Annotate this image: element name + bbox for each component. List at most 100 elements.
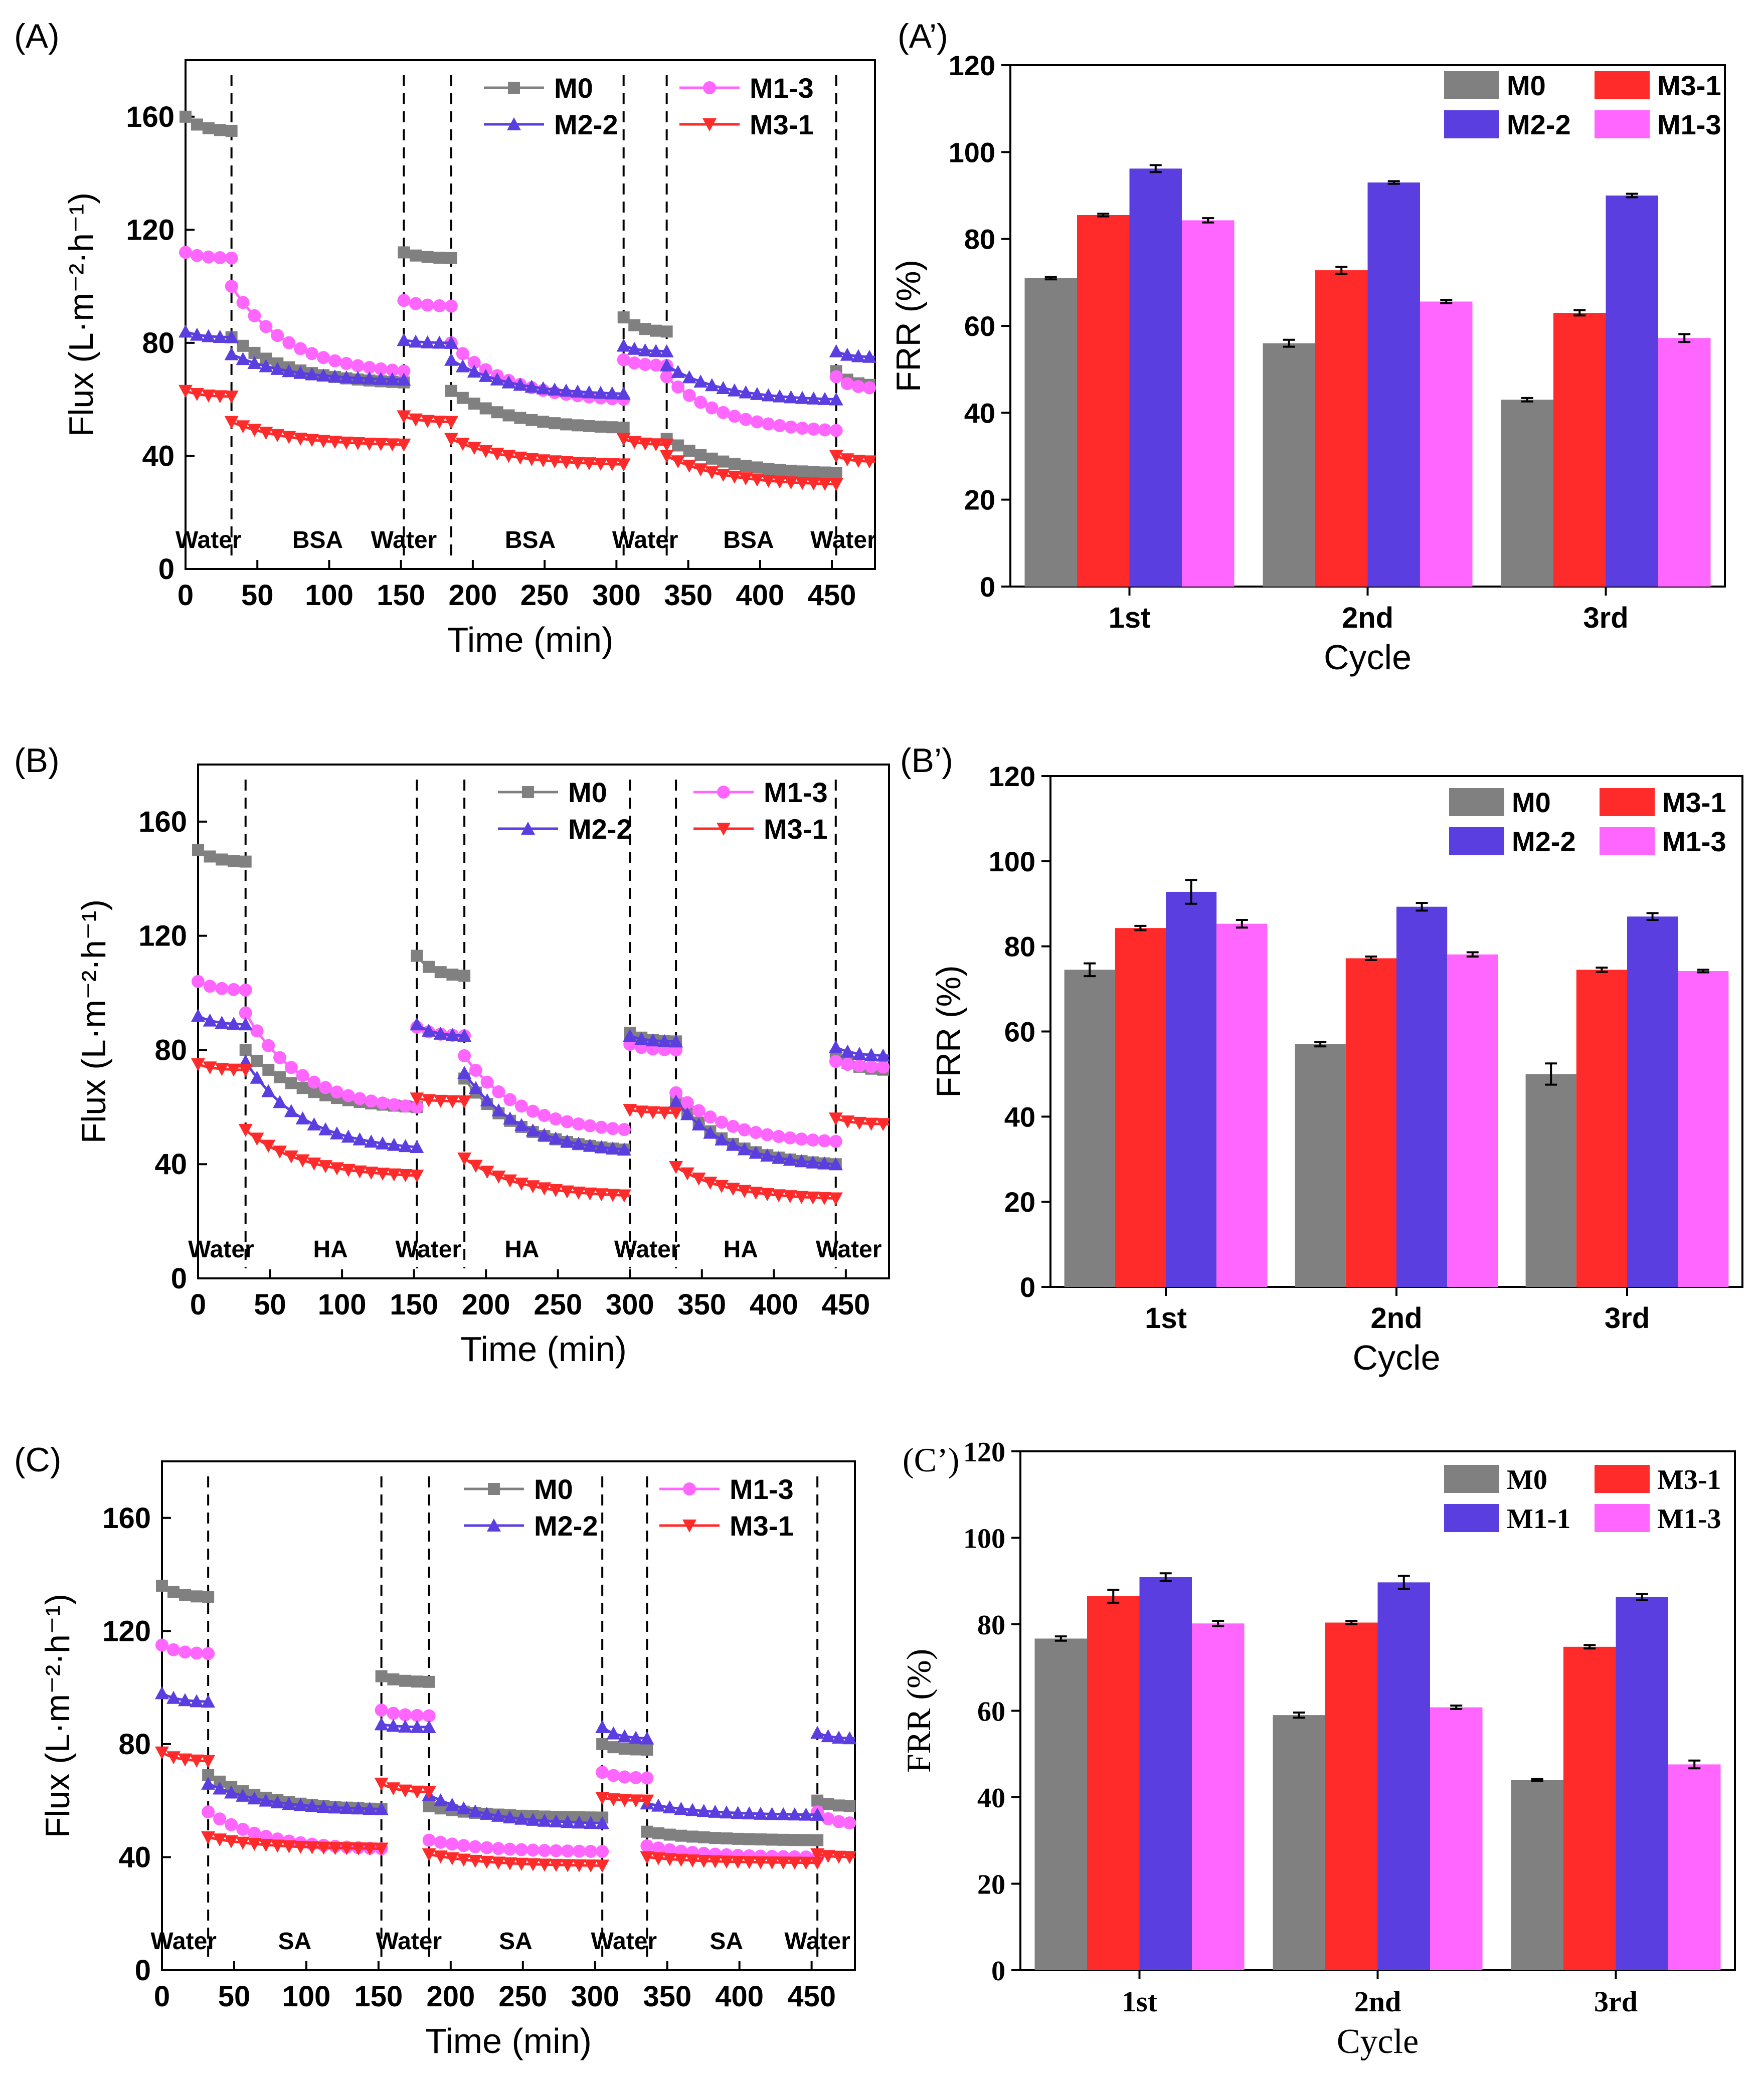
data-point [821, 1812, 835, 1825]
phase-label: Water [371, 527, 437, 553]
data-point [616, 433, 631, 446]
data-point [811, 1794, 824, 1807]
series-line [450, 358, 624, 395]
data-point [503, 1093, 517, 1106]
legend-label: M2-2 [1512, 826, 1576, 857]
data-point [271, 329, 284, 342]
legend-swatch [1600, 827, 1655, 855]
data-point [719, 1805, 734, 1819]
data-point [616, 338, 631, 352]
data-point [852, 1059, 866, 1073]
data-point [807, 422, 820, 436]
data-point [595, 1816, 610, 1829]
data-point [410, 1170, 424, 1183]
phase-label: Water [175, 527, 242, 553]
data-point [491, 1103, 506, 1116]
data-point [204, 850, 216, 863]
legend-label: M3-1 [1657, 70, 1721, 101]
data-point [445, 1837, 459, 1851]
data-point [561, 1815, 575, 1828]
data-point [364, 1135, 379, 1148]
data-point [397, 294, 411, 307]
data-point [410, 1092, 424, 1106]
y-tick-label: 80 [977, 1610, 1005, 1641]
data-point [468, 1081, 483, 1094]
data-point [583, 420, 595, 432]
bar-M3-1 [1576, 970, 1627, 1287]
data-point [549, 1184, 563, 1197]
bar-M0 [1501, 400, 1553, 587]
data-point [548, 383, 562, 396]
data-point [737, 1185, 752, 1198]
data-point [374, 1802, 389, 1815]
data-point [350, 437, 365, 450]
data-point [236, 1823, 250, 1836]
data-point [537, 1858, 552, 1872]
x-axis-title: Time (min) [425, 2021, 592, 2060]
x-tick-label: 250 [520, 579, 569, 612]
y-tick-label: 80 [964, 224, 995, 255]
data-point [703, 1177, 718, 1190]
bar-M1-3 [1678, 971, 1729, 1287]
data-point [596, 1845, 609, 1858]
data-point [341, 1089, 355, 1102]
data-point [202, 1647, 215, 1660]
data-point [582, 457, 596, 471]
data-point [237, 339, 249, 352]
data-point [363, 1842, 377, 1856]
data-point [627, 436, 642, 449]
data-point [715, 1115, 729, 1129]
data-point [213, 251, 227, 265]
legend-label: M0 [534, 1473, 573, 1505]
data-point [374, 371, 388, 385]
data-point [399, 1099, 412, 1113]
data-point [641, 1825, 653, 1838]
phase-label: HA [504, 1236, 539, 1263]
y-tick-label: 60 [1004, 1016, 1035, 1048]
legend-label: M1-3 [730, 1473, 794, 1505]
frr-chart-A2: (A’) 0 20 40 60 80 100 120 FRR (%) Cycle 1st 2nd 3rd… [890, 17, 1726, 677]
data-point [843, 1800, 856, 1812]
legend-marker [521, 822, 535, 835]
data-point [213, 1781, 227, 1795]
data-point [526, 1104, 540, 1118]
data-point [772, 1129, 785, 1143]
data-point [398, 1784, 413, 1798]
data-point [215, 982, 229, 995]
data-point [444, 416, 458, 429]
data-point [457, 1095, 472, 1108]
data-point [776, 1856, 791, 1870]
data-point [640, 1771, 654, 1785]
frr-chart-B2: (B’) 0 20 40 60 80 100 120 FRR (%) Cycle 1st 2nd 3rd… [900, 741, 1743, 1377]
data-point [363, 1801, 377, 1815]
data-point [422, 1848, 436, 1861]
data-point [213, 1812, 227, 1826]
data-point [319, 1081, 332, 1094]
data-point [795, 391, 810, 404]
data-point [685, 1854, 699, 1867]
bar-M0 [1034, 1638, 1087, 1970]
data-point [362, 437, 377, 451]
data-point [659, 358, 674, 371]
phase-label: Water [188, 1236, 254, 1263]
data-point [817, 1192, 832, 1205]
data-point [455, 359, 470, 372]
data-point [458, 1049, 471, 1062]
data-point [680, 1107, 694, 1120]
data-point [433, 299, 446, 312]
data-point [822, 1798, 834, 1810]
data-point [410, 1720, 424, 1733]
data-point [796, 422, 809, 435]
data-point [353, 1092, 367, 1105]
data-point [273, 1095, 287, 1108]
data-point [316, 1841, 331, 1855]
data-point [749, 1187, 763, 1200]
series-line [666, 455, 836, 486]
data-point [296, 1082, 309, 1094]
data-point [155, 1746, 169, 1760]
data-point [387, 1673, 400, 1685]
legend-label: M0 [1512, 787, 1551, 818]
data-point [686, 1830, 698, 1843]
data-point [561, 1115, 574, 1128]
legend-swatch [1444, 71, 1499, 99]
